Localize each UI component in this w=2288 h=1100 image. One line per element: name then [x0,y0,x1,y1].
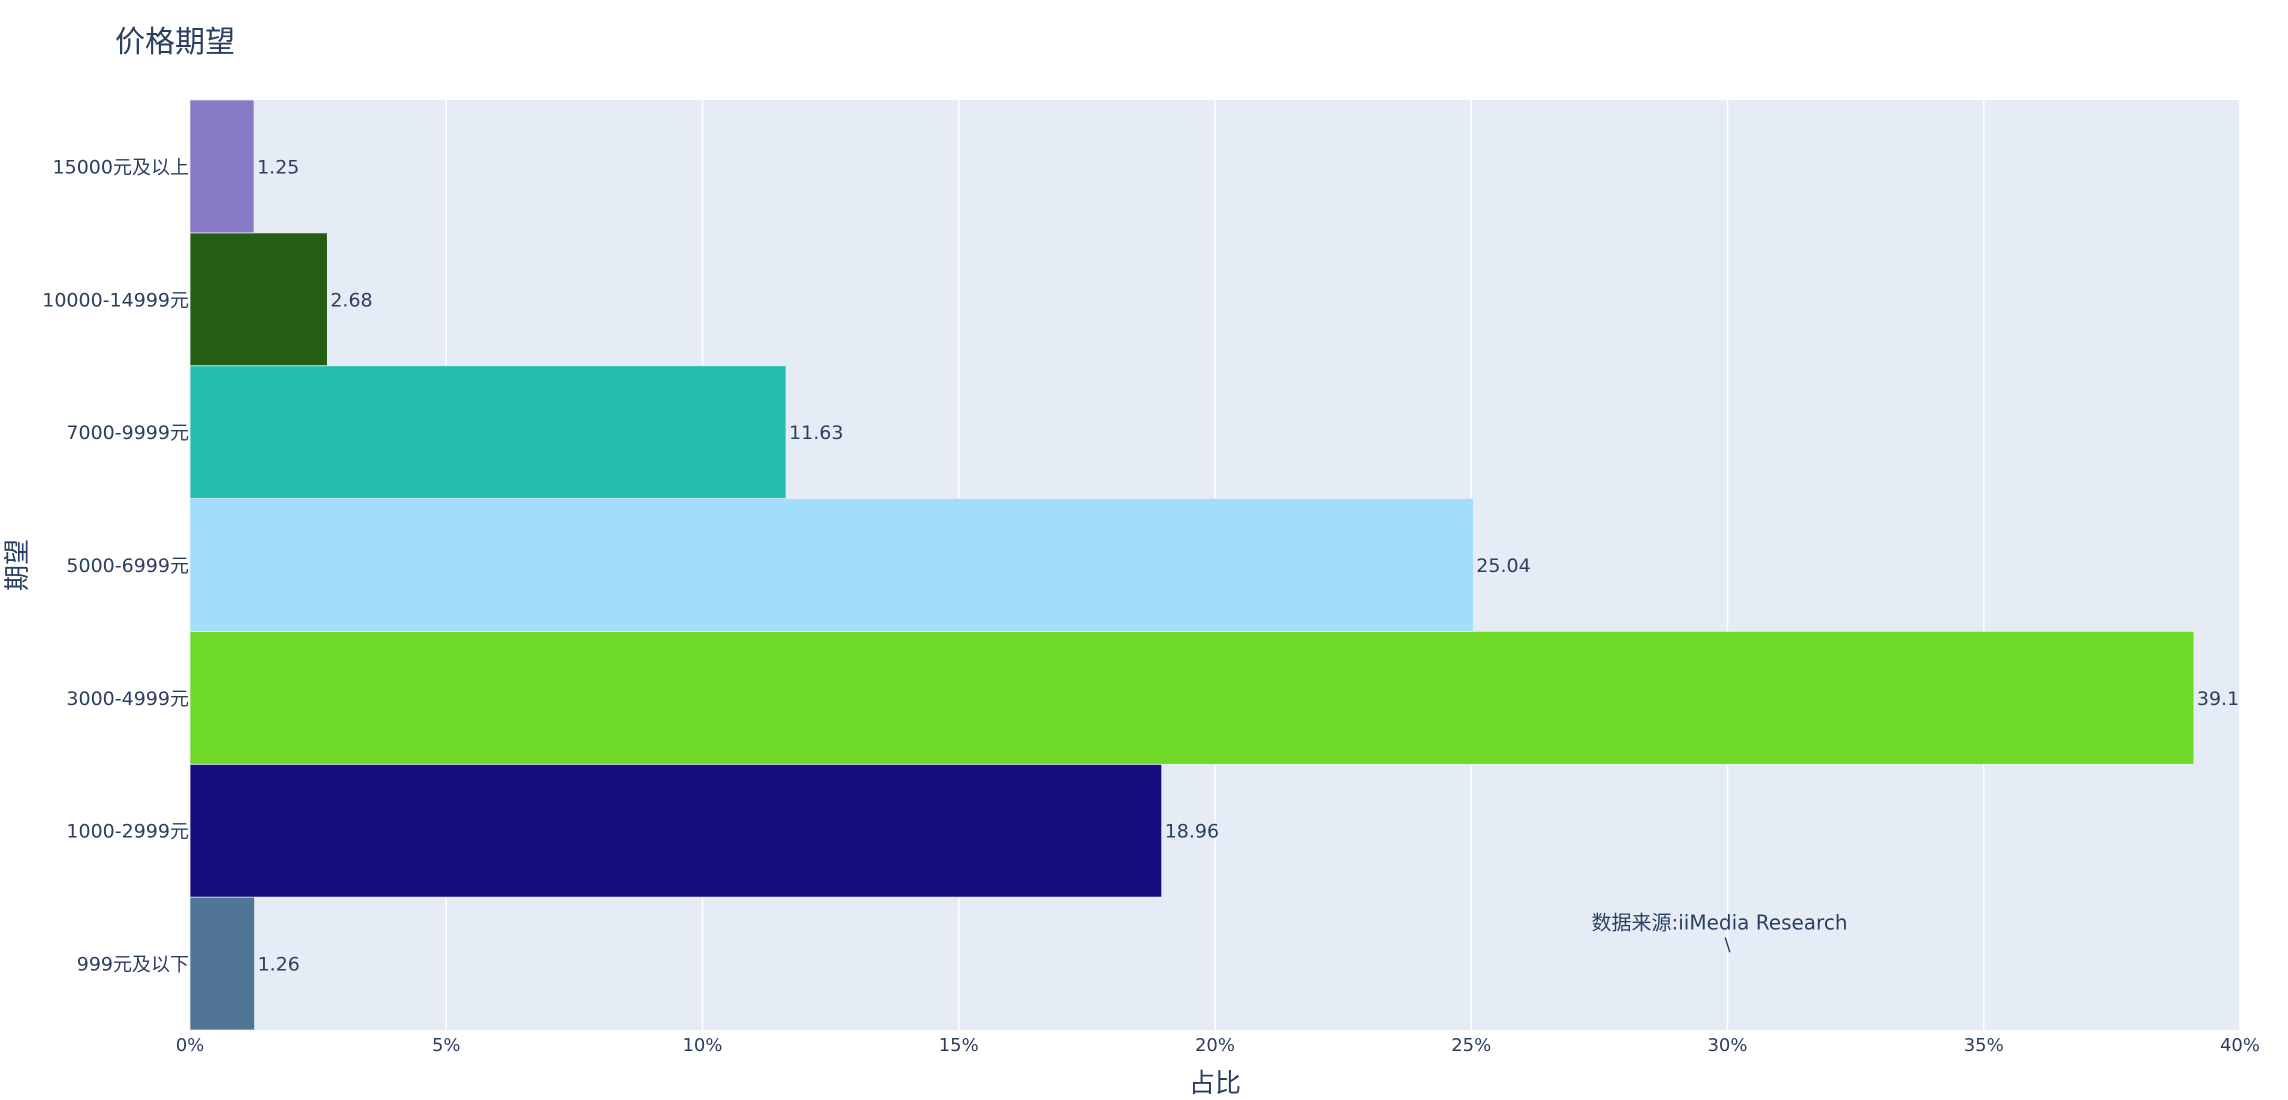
source-annotation-mark: \ [1724,935,1731,956]
x-tick-label: 20% [1195,1035,1235,1056]
x-tick-label: 25% [1451,1035,1491,1056]
bar[interactable] [189,498,1474,632]
x-tick-label: 10% [682,1035,722,1056]
bar[interactable] [189,99,255,234]
x-tick-label: 35% [1964,1035,2004,1056]
bar[interactable] [189,232,328,367]
source-annotation: 数据来源:iiMedia Research [1591,911,1847,935]
chart-title: 价格期望 [115,25,235,60]
x-tick-label: 30% [1707,1035,1747,1056]
bar-value-label: 18.96 [1165,821,1219,843]
bar[interactable] [189,365,787,499]
y-tick-label: 5000-6999元 [66,555,189,577]
x-axis-title: 占比 [1189,1069,1241,1096]
bar-value-label: 25.04 [1476,555,1530,577]
y-tick-label: 7000-9999元 [66,422,189,444]
x-tick-label: 40% [2220,1035,2260,1056]
y-tick-label: 15000元及以上 [53,156,189,178]
y-tick-label: 999元及以下 [77,954,189,976]
x-tick-label: 5% [432,1035,461,1056]
bar[interactable] [189,763,1163,898]
bar-value-label: 1.25 [257,156,299,178]
y-tick-label: 3000-4999元 [66,688,189,710]
y-axis-title: 期望 [3,539,33,591]
bar-value-label: 11.63 [789,422,843,444]
y-tick-label: 1000-2999元 [66,821,189,843]
x-tick-label: 0% [176,1035,205,1056]
bar-value-label: 1.26 [258,954,300,976]
bar[interactable] [189,896,255,1031]
bars [189,99,2195,1031]
bar-value-label: 39.1 [2197,688,2239,710]
x-tick-label: 15% [939,1035,979,1056]
bar[interactable] [189,631,2195,765]
bar-value-label: 2.68 [330,289,372,311]
x-axis-ticks: 0% 5% 10% 15% 20% 25% 30% 35% 40% [176,1035,2260,1056]
y-tick-label: 10000-14999元 [42,289,189,311]
y-axis-ticks: 999元及以下 1000-2999元 3000-4999元 5000-6999元 700… [42,156,189,975]
value-labels: 1.26 18.96 39.1 25.04 11.63 2.68 1.25 [257,156,2239,975]
